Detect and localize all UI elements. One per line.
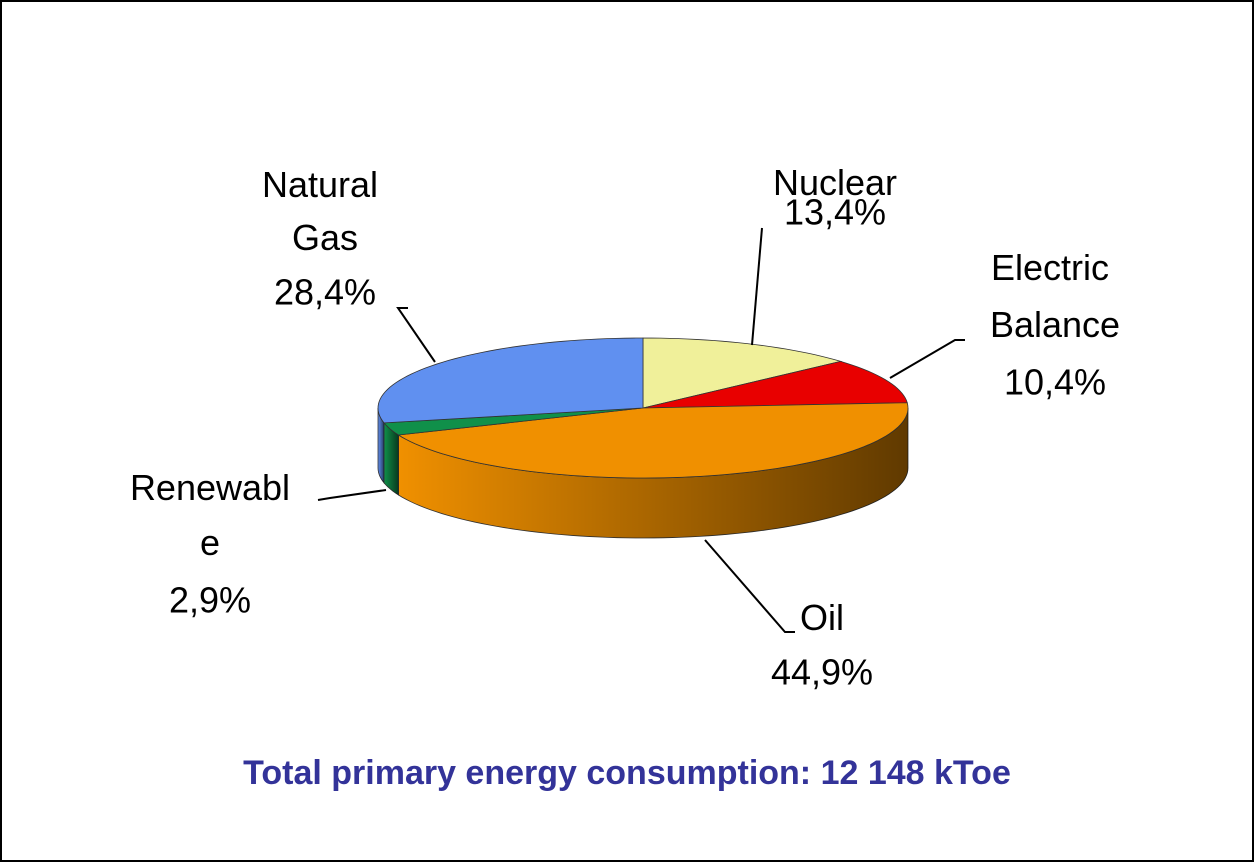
category-label: Electric Balance xyxy=(990,247,1120,345)
pie-tops xyxy=(377,337,909,479)
pie-slice xyxy=(642,360,908,409)
leader-line xyxy=(889,339,965,379)
leader-line xyxy=(704,539,795,633)
leader-line xyxy=(317,489,387,501)
value-label: 10,4% xyxy=(1004,362,1106,403)
category-label: Renewabl e xyxy=(130,467,290,563)
pie-slice xyxy=(383,407,644,436)
value-label: 28,4% xyxy=(274,272,376,313)
chart-title: Total primary energy consumption: 12 148… xyxy=(243,754,1011,792)
value-label: 2,9% xyxy=(169,580,251,621)
value-label: 13,4% xyxy=(784,192,886,233)
pie-slice xyxy=(397,402,909,479)
value-label: 44,9% xyxy=(771,652,873,693)
leader-line xyxy=(751,227,763,346)
category-label: Natural Gas xyxy=(262,164,388,258)
pie-slice xyxy=(377,337,644,424)
category-label: Oil xyxy=(800,597,844,638)
leader-line xyxy=(396,307,436,363)
category-label: Nuclear xyxy=(773,162,897,203)
